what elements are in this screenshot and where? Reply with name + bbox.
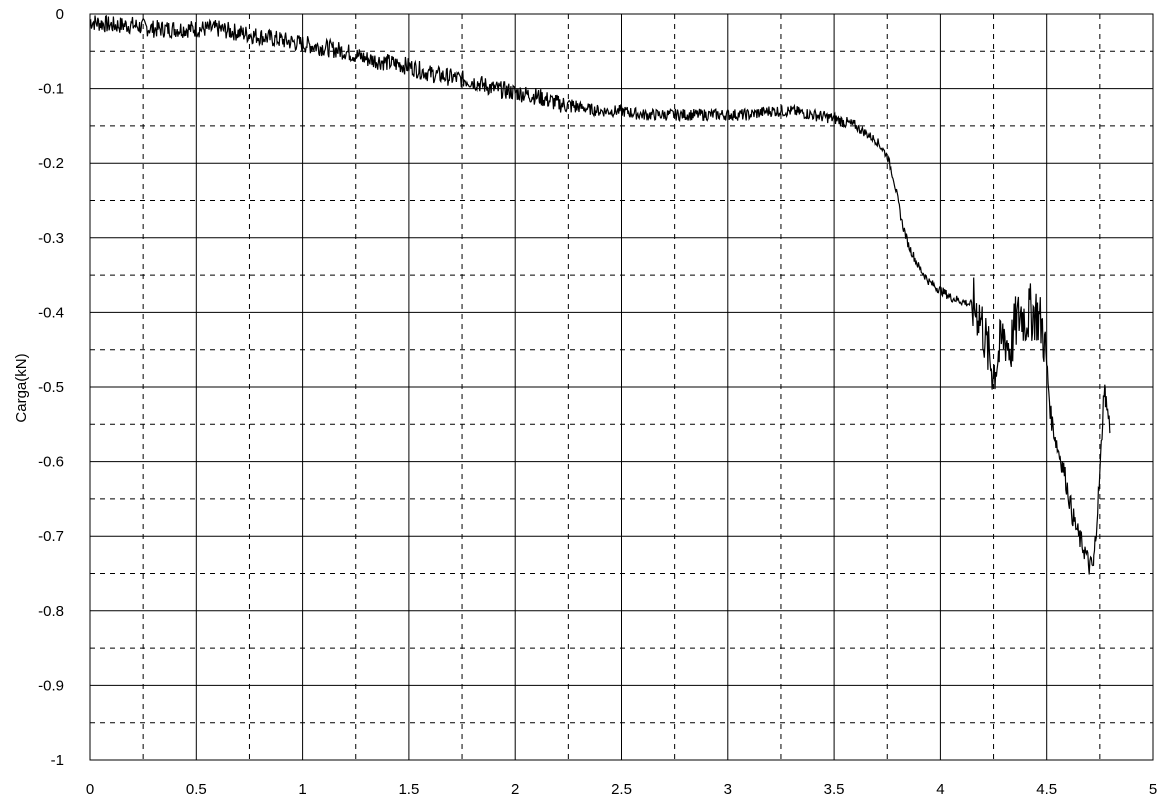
x-tick-label: 1 [298,781,306,798]
y-tick-label: -1 [51,752,64,769]
y-axis-ticks: 0 -0.1 -0.2 -0.3 -0.4 -0.5 -0.6 -0.7 -0.8 -0.9 -1 [38,6,64,769]
x-tick-label: 0 [86,781,94,798]
y-tick-label: 0 [56,6,64,23]
y-tick-label: -0.6 [38,454,64,471]
y-axis-label: Carga(kN) [13,353,30,422]
x-axis-ticks: 0 0.5 1 1.5 2 2.5 3 3.5 4 4.5 5 [86,781,1157,798]
y-tick-label: -0.9 [38,677,64,694]
x-tick-label: 0.5 [186,781,207,798]
y-tick-label: -0.7 [38,528,64,545]
x-tick-label: 5 [1149,781,1157,798]
y-tick-label: -0.2 [38,155,64,172]
data-series-line [89,14,1111,575]
x-tick-label: 4.5 [1036,781,1057,798]
major-grid [90,14,1153,760]
x-tick-label: 3.5 [824,781,845,798]
x-tick-label: 2.5 [611,781,632,798]
x-tick-label: 2 [511,781,519,798]
x-tick-label: 1.5 [398,781,419,798]
y-tick-label: -0.1 [38,81,64,98]
y-tick-label: -0.3 [38,230,64,247]
y-tick-label: -0.8 [38,603,64,620]
x-tick-label: 4 [936,781,944,798]
x-tick-label: 3 [724,781,732,798]
y-tick-label: -0.5 [38,379,64,396]
plot-frame [89,13,1154,761]
y-tick-label: -0.4 [38,304,64,321]
